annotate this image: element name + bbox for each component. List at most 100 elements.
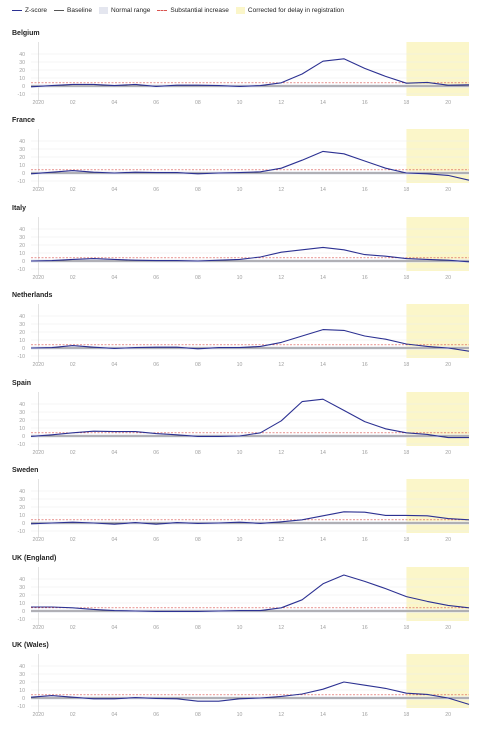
y-tick-label: 0	[22, 171, 25, 177]
x-tick-label: 08	[195, 712, 201, 718]
x-tick-label: 2020	[33, 187, 45, 193]
panel-belgium: Belgium 40 30 20 10 0 -10 2020 02 04 06 08 10 12 14 16…	[0, 30, 483, 117]
y-tick-label: 0	[22, 521, 25, 527]
x-tick-label: 08	[195, 100, 201, 106]
zscore-series-line	[30, 511, 470, 525]
y-tick-label: -10	[18, 92, 26, 98]
x-tick-label: 10	[237, 450, 243, 456]
x-tick-label: 18	[404, 100, 410, 106]
panel-spain: Spain 40 30 20 10 0 -10 2020 02 04 06 08 10 12 14 16 18…	[0, 380, 483, 467]
zscore-series-line	[30, 246, 470, 263]
panel-title: UK (England)	[12, 555, 57, 562]
panel-title: Netherlands	[12, 292, 53, 299]
y-tick-label: -10	[18, 442, 26, 448]
chart-belgium: 40 30 20 10 0 -10 2020 02 04 06 08 10 12 14 16 18 20	[18, 42, 470, 106]
zscore-series-line	[30, 398, 469, 439]
substantial-increase-swatch	[157, 9, 168, 11]
x-tick-label: 2020	[33, 275, 45, 281]
x-tick-label: 10	[237, 187, 243, 193]
zscore-series-line	[30, 681, 470, 705]
x-tick-label: 14	[320, 187, 326, 193]
y-tick-label: 40	[19, 227, 25, 233]
chart-sweden: 40 30 20 10 0 -10 2020 02 04 06 08 10 12 14 16 18 20	[18, 479, 470, 543]
x-tick-label: 16	[362, 712, 368, 718]
x-tick-label: 06	[153, 537, 159, 543]
legend-substantial-increase: Substantial increase	[157, 7, 229, 14]
y-tick-label: 10	[19, 513, 25, 519]
panel-title: UK (Wales)	[12, 642, 49, 649]
chart-netherlands: 40 30 20 10 0 -10 2020 02 04 06 08 10 12 14 16 18 20	[18, 304, 470, 368]
x-tick-label: 18	[404, 450, 410, 456]
x-tick-label: 08	[195, 625, 201, 631]
x-tick-label: 02	[70, 100, 76, 106]
x-tick-label: 20	[445, 362, 451, 368]
x-tick-label: 16	[362, 100, 368, 106]
x-tick-label: 12	[278, 625, 284, 631]
x-tick-label: 08	[195, 275, 201, 281]
y-tick-label: 0	[22, 84, 25, 90]
y-tick-label: 40	[19, 314, 25, 320]
x-tick-label: 18	[404, 275, 410, 281]
y-tick-label: 20	[19, 593, 25, 599]
legend-corrected-label: Corrected for delay in registration	[247, 6, 345, 14]
x-tick-label: 16	[362, 625, 368, 631]
x-tick-label: 04	[112, 187, 118, 193]
x-tick-label: 12	[278, 450, 284, 456]
y-tick-label: 10	[19, 426, 25, 432]
x-tick-label: 02	[70, 362, 76, 368]
y-tick-label: 20	[19, 68, 25, 74]
x-tick-label: 10	[237, 362, 243, 368]
panel-netherlands: Netherlands 40 30 20 10 0 -10 2020 02 04 06 08 10 12…	[0, 292, 483, 379]
x-tick-label: 2020	[33, 712, 45, 718]
y-tick-label: 0	[22, 346, 25, 352]
x-tick-label: 12	[278, 712, 284, 718]
panel-title: Spain	[12, 380, 32, 387]
x-tick-label: 14	[320, 362, 326, 368]
legend-zscore: Z-score	[12, 7, 47, 14]
y-tick-label: 40	[19, 577, 25, 583]
y-tick-label: 20	[19, 505, 25, 511]
y-tick-label: 10	[19, 688, 25, 694]
x-tick-label: 12	[278, 537, 284, 543]
chart-uk-england: 40 30 20 10 0 -10 2020 02 04 06 08 10 12 14 16 18 20	[18, 567, 470, 631]
y-tick-label: 20	[19, 243, 25, 249]
x-tick-label: 04	[112, 625, 118, 631]
y-tick-label: 10	[19, 601, 25, 607]
x-tick-label: 14	[320, 537, 326, 543]
x-tick-label: 10	[237, 625, 243, 631]
y-tick-label: -10	[18, 267, 26, 273]
x-tick-label: 18	[404, 362, 410, 368]
chart-spain: 40 30 20 10 0 -10 2020 02 04 06 08 10 12 14 16 18 20	[18, 392, 469, 456]
y-tick-label: -10	[18, 529, 26, 535]
x-tick-label: 06	[153, 712, 159, 718]
y-tick-label: -10	[18, 179, 26, 185]
x-tick-label: 02	[70, 712, 76, 718]
y-tick-label: 10	[19, 338, 25, 344]
zscore-line-swatch	[12, 9, 22, 11]
x-tick-label: 16	[362, 450, 368, 456]
panel-sweden: Sweden 40 30 20 10 0 -10 2020 02 04 06 08 10 12 14 16 1…	[0, 467, 483, 554]
y-tick-label: 40	[19, 489, 25, 495]
x-tick-label: 04	[112, 450, 118, 456]
x-tick-label: 18	[404, 537, 410, 543]
x-tick-label: 20	[445, 712, 451, 718]
x-tick-label: 10	[237, 712, 243, 718]
x-tick-label: 04	[112, 712, 118, 718]
x-tick-label: 2020	[33, 625, 45, 631]
panel-uk-wales: UK (Wales) 40 30 20 10 0 -10 2020 02 04 06 08 10 12 1…	[0, 642, 483, 729]
zscore-series-line	[30, 150, 470, 181]
zscore-series-line	[30, 329, 470, 352]
corrected-region	[406, 567, 469, 621]
corrected-region	[406, 479, 469, 533]
y-tick-label: 20	[19, 330, 25, 336]
zscore-series-line	[30, 58, 470, 88]
x-tick-label: 14	[320, 450, 326, 456]
y-tick-label: 30	[19, 585, 25, 591]
x-tick-label: 14	[320, 625, 326, 631]
y-tick-label: -10	[18, 704, 26, 710]
x-tick-label: 20	[445, 187, 451, 193]
corrected-region	[406, 217, 469, 271]
y-tick-label: 20	[19, 680, 25, 686]
x-tick-label: 20	[445, 275, 451, 281]
x-tick-label: 14	[320, 712, 326, 718]
